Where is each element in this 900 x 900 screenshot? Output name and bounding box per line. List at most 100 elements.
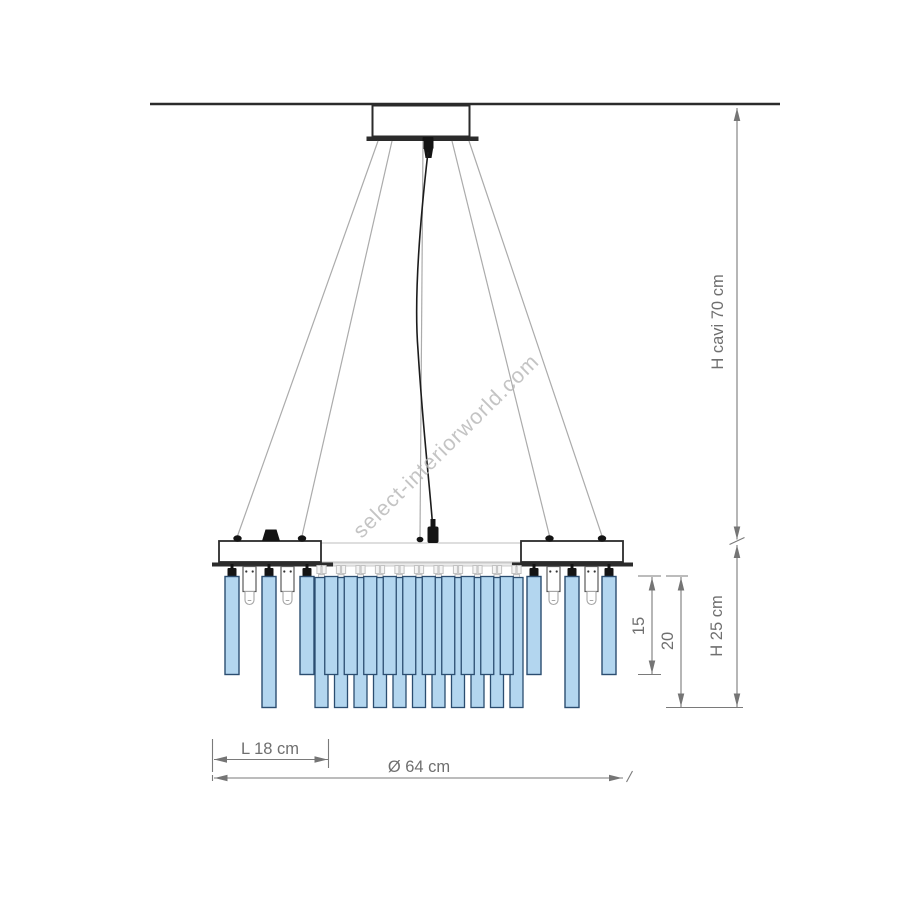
back-row-clips <box>316 565 522 578</box>
socket-dot <box>587 570 590 573</box>
dim-tick <box>729 537 745 545</box>
dimension-labels: H cavi 70 cm H 25 cm 15 20 L 18 cm Ø 64 … <box>241 274 727 776</box>
side-module-right <box>526 564 617 709</box>
glass-rod <box>601 575 617 676</box>
back-clip <box>316 565 322 574</box>
ceiling-canopy <box>366 104 479 158</box>
back-clip <box>374 565 380 574</box>
dimension-arrow <box>609 774 622 782</box>
lamp-frame <box>212 519 633 567</box>
center-rods-front <box>324 575 514 676</box>
rod-pin <box>532 564 536 570</box>
glass-rod-short <box>363 575 378 676</box>
lamp-socket <box>242 565 257 593</box>
back-clip <box>413 565 419 574</box>
socket-dot <box>251 570 254 573</box>
dimension-arrow <box>677 577 685 591</box>
label-short-rod: 15 <box>630 617 648 635</box>
dimension-arrow <box>733 108 741 121</box>
back-clip <box>511 565 517 574</box>
frame-box-right <box>520 540 624 563</box>
glass-rod-short <box>460 575 475 676</box>
cord-grip <box>422 137 434 149</box>
watermark-text: select-interiorworld.com <box>348 349 544 542</box>
glass-rod <box>261 575 277 709</box>
back-clip <box>321 565 327 574</box>
glass-rod-short <box>402 575 417 676</box>
back-clip <box>399 565 405 574</box>
label-cable-height: H cavi 70 cm <box>709 274 727 369</box>
glass-rod-short <box>441 575 456 676</box>
dimension-arrow <box>648 660 656 674</box>
socket-dot <box>283 570 286 573</box>
cable-anchor <box>545 535 554 542</box>
back-clip <box>380 565 386 574</box>
lamp-socket <box>280 565 295 593</box>
bulb <box>586 590 597 606</box>
dimension-arrow <box>648 577 656 591</box>
back-clip <box>394 565 400 574</box>
rod-pin <box>267 564 271 570</box>
cable-anchor <box>416 536 424 543</box>
suspension-cable <box>301 140 393 537</box>
power-cord <box>415 151 434 525</box>
frame-box-left <box>218 540 322 563</box>
socket-dot <box>593 570 596 573</box>
rod-clip <box>529 568 539 577</box>
suspension-cable <box>451 140 551 537</box>
dimension-arrow <box>733 545 741 558</box>
glass-rod <box>224 575 240 676</box>
dimension-arrow <box>214 756 227 763</box>
glass-rod-short <box>480 575 495 676</box>
label-body-height: H 25 cm <box>708 595 726 656</box>
dimension-arrow <box>733 526 741 540</box>
glass-rod <box>299 575 315 676</box>
back-clip <box>458 565 464 574</box>
rod-clip <box>604 568 614 577</box>
canopy-box <box>371 104 471 138</box>
glass-rod-short <box>343 575 358 676</box>
rod-pin <box>230 564 234 570</box>
back-clip <box>438 565 444 574</box>
cable-gland <box>262 529 280 541</box>
dimension-lines <box>211 108 745 783</box>
back-clip <box>516 565 522 574</box>
dimension-arrow <box>314 756 328 763</box>
cord-plug-stem <box>430 519 436 528</box>
back-clip <box>452 565 458 574</box>
label-long-rod: 20 <box>659 632 677 650</box>
back-clip <box>477 565 483 574</box>
glass-rod-short <box>382 575 397 676</box>
frame-plate-left <box>212 562 333 567</box>
rod-clip <box>567 568 577 577</box>
dimension-arrow <box>214 774 228 782</box>
back-clip <box>335 565 341 574</box>
dimension-arrow <box>733 693 741 707</box>
rod-clip <box>264 568 274 577</box>
suspension-cable <box>468 140 603 537</box>
rod-clip <box>302 568 312 577</box>
side-module-left <box>224 564 315 709</box>
back-clip <box>433 565 439 574</box>
cord-plug <box>427 526 439 543</box>
cable-anchor <box>233 535 242 542</box>
back-clip <box>491 565 497 574</box>
rod-clip <box>227 568 237 577</box>
dimension-arrows <box>214 108 741 782</box>
rod-pin <box>607 564 611 570</box>
lamp-socket <box>546 565 561 593</box>
back-clip <box>472 565 478 574</box>
socket-dot <box>555 570 558 573</box>
frame-center-back <box>320 542 522 563</box>
back-clip <box>341 565 347 574</box>
socket-dot <box>245 570 248 573</box>
socket-dot <box>549 570 552 573</box>
glass-rod <box>564 575 580 709</box>
label-module-length: L 18 cm <box>241 740 299 758</box>
glass-rod-short <box>499 575 514 676</box>
rod-pin <box>570 564 574 570</box>
glass-rod <box>526 575 542 676</box>
lamp-socket <box>584 565 599 593</box>
rod-pin <box>305 564 309 570</box>
